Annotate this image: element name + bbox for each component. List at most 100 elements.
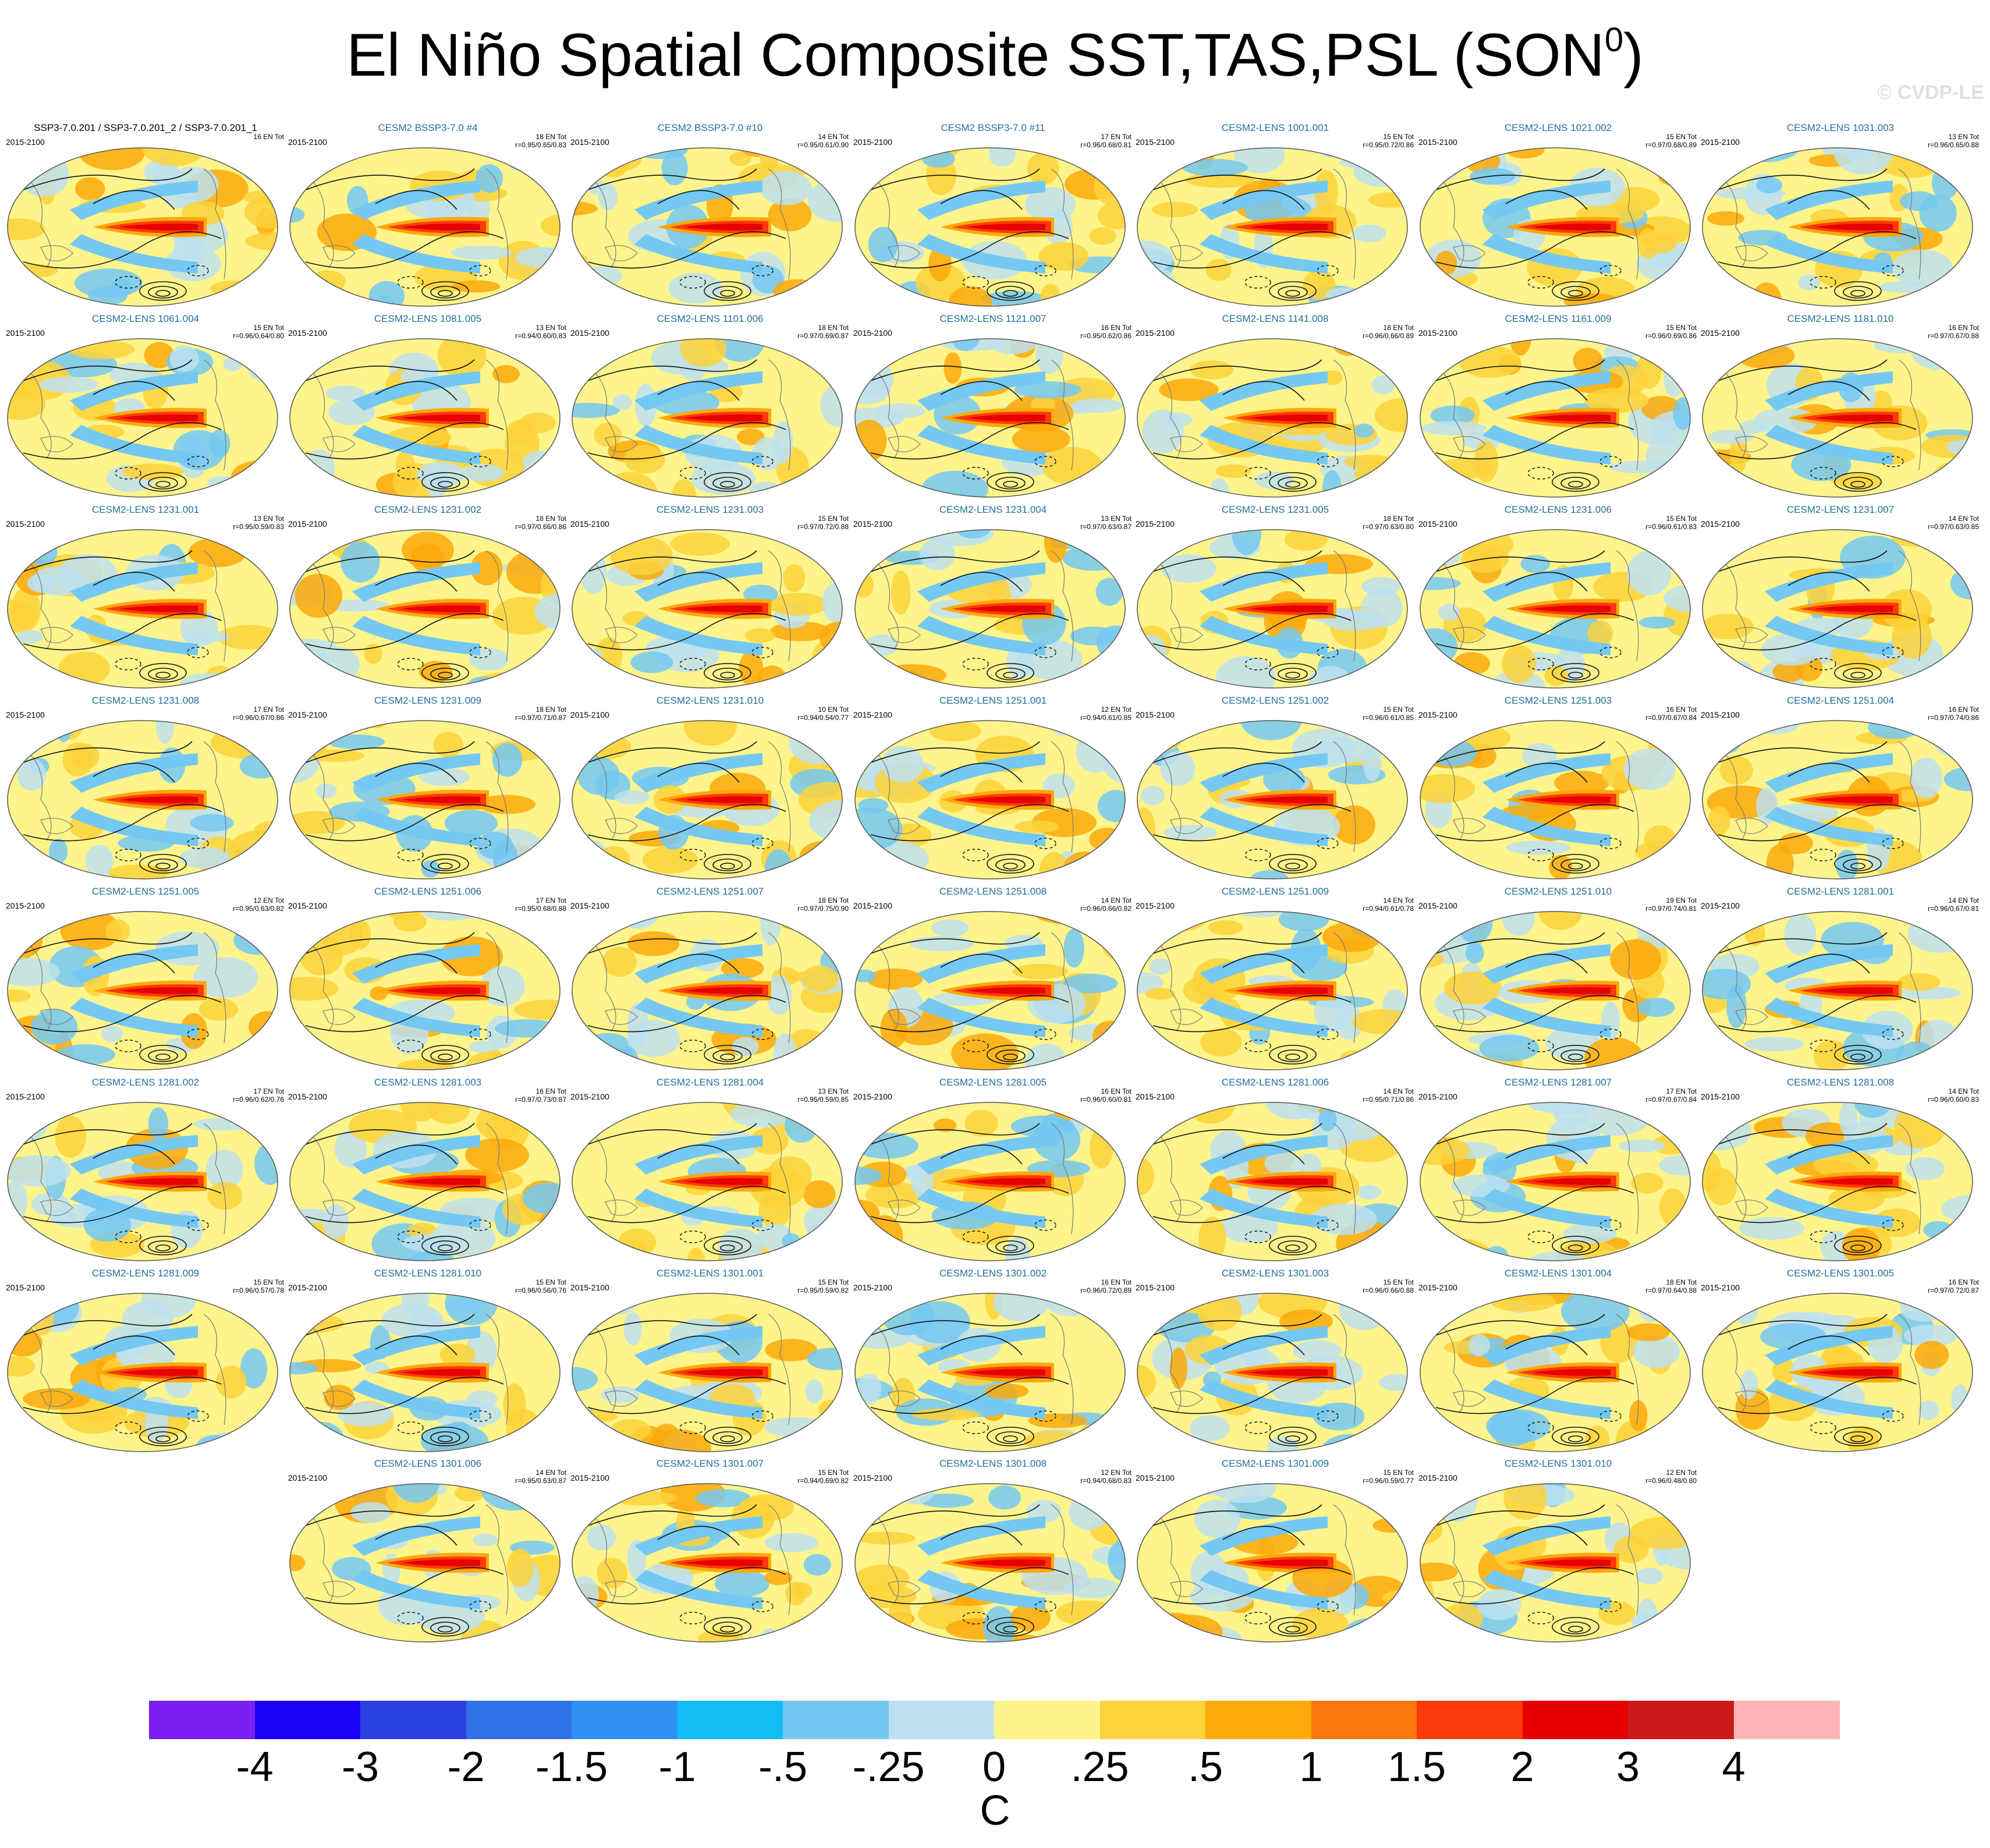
event-total: 18 EN Tot xyxy=(535,705,566,714)
panel-event-count: 15 EN Tot r=0.96/0.64/0.80 xyxy=(233,324,284,340)
panel-title: CESM2-LENS 1141.008 xyxy=(1222,313,1329,324)
colorbar-swatch xyxy=(1417,1701,1523,1739)
pattern-correlation: r=0.97/0.73/0.87 xyxy=(515,1095,566,1104)
pattern-correlation: r=0.95/0.72/0.86 xyxy=(1363,141,1414,149)
composite-map xyxy=(1420,529,1691,689)
panel-period: 2015-2100 xyxy=(1136,901,1175,910)
composite-map xyxy=(1420,1102,1691,1261)
composite-map xyxy=(854,1483,1126,1643)
map-panel: CESM2-LENS 1141.008 2015-2100 18 EN Tot r=0… xyxy=(1136,313,1415,505)
colorbar-swatch xyxy=(572,1701,677,1739)
panel-title: CESM2-LENS 1251.006 xyxy=(374,886,482,897)
panel-period: 2015-2100 xyxy=(6,710,45,719)
panel-title: CESM2-LENS 1301.006 xyxy=(374,1458,482,1469)
panel-title: CESM2-LENS 1281.010 xyxy=(374,1268,482,1279)
event-total: 14 EN Tot xyxy=(1383,896,1414,905)
map-panel: CESM2-LENS 1301.006 2015-2100 14 EN Tot r=0… xyxy=(288,1458,567,1650)
panel-period: 2015-2100 xyxy=(288,1283,327,1292)
panel-title: CESM2-LENS 1281.007 xyxy=(1504,1077,1612,1088)
panel-title: CESM2-LENS 1231.004 xyxy=(939,504,1047,515)
pattern-correlation: r=0.96/0.60/0.81 xyxy=(1080,1095,1131,1104)
panel-title: CESM2-LENS 1301.003 xyxy=(1221,1268,1329,1279)
panel-event-count: 16 EN Tot r=0.97/0.72/0.87 xyxy=(1928,1278,1979,1294)
map-panel: CESM2-LENS 1251.010 2015-2100 19 EN Tot r=0… xyxy=(1418,886,1698,1078)
map-panel: CESM2-LENS 1231.003 2015-2100 15 EN Tot r=0… xyxy=(570,504,850,696)
panel-period: 2015-2100 xyxy=(288,137,327,147)
panel-event-count: 15 EN Tot r=0.96/0.61/0.85 xyxy=(1363,705,1414,722)
event-total: 18 EN Tot xyxy=(535,133,566,141)
map-panel: CESM2-LENS 1301.003 2015-2100 15 EN Tot r=0… xyxy=(1136,1268,1415,1460)
event-total: 15 EN Tot xyxy=(1666,324,1697,332)
colorbar-tick-label: -.5 xyxy=(758,1744,808,1790)
map-panel: CESM2-LENS 1251.007 2015-2100 18 EN Tot r=0… xyxy=(570,886,850,1078)
panel-title: CESM2 BSSP3-7.0 #10 xyxy=(657,122,763,133)
panel-period: 2015-2100 xyxy=(288,1473,327,1482)
map-panel: CESM2-LENS 1121.007 2015-2100 16 EN Tot r=0… xyxy=(853,313,1133,505)
event-total: 15 EN Tot xyxy=(1666,515,1697,523)
panel-period: 2015-2100 xyxy=(1136,137,1175,147)
event-total: 14 EN Tot xyxy=(1948,896,1979,905)
composite-map xyxy=(572,529,843,689)
composite-map xyxy=(572,338,843,498)
pattern-correlation: r=0.96/0.60/0.83 xyxy=(1928,1095,1979,1104)
colorbar-swatch xyxy=(360,1701,466,1739)
title-superscript: 0 xyxy=(1604,21,1624,59)
composite-map xyxy=(1420,338,1691,498)
panel-title: CESM2-LENS 1231.005 xyxy=(1221,504,1329,515)
composite-map xyxy=(1137,1293,1408,1452)
composite-map xyxy=(1137,720,1408,879)
title-end: ) xyxy=(1623,22,1644,89)
title-text: El Niño Spatial Composite SST,TAS,PSL (S… xyxy=(346,22,1605,89)
pattern-correlation: r=0.97/0.63/0.85 xyxy=(1928,523,1979,531)
panel-event-count: 15 EN Tot r=0.97/0.68/0.89 xyxy=(1645,133,1697,149)
map-panel: CESM2-LENS 1251.005 2015-2100 12 EN Tot r=0… xyxy=(6,886,285,1078)
panel-title: CESM2-LENS 1251.002 xyxy=(1221,695,1329,706)
event-total: 19 EN Tot xyxy=(1666,896,1697,905)
composite-map xyxy=(1137,911,1408,1070)
colorbar-swatch xyxy=(783,1701,889,1739)
composite-map xyxy=(854,720,1126,879)
colorbar-tick-label: -3 xyxy=(341,1744,379,1790)
panel-period: 2015-2100 xyxy=(288,901,327,910)
map-panel: CESM2-LENS 1251.002 2015-2100 15 EN Tot r=0… xyxy=(1136,695,1415,887)
colorbar-tick-label: 3 xyxy=(1616,1744,1640,1790)
panel-period: 2015-2100 xyxy=(853,519,892,528)
map-panel: CESM2-LENS 1251.008 2015-2100 14 EN Tot r=0… xyxy=(853,886,1133,1078)
map-panel: CESM2-LENS 1231.005 2015-2100 18 EN Tot r=0… xyxy=(1136,504,1415,696)
panel-title: CESM2-LENS 1301.004 xyxy=(1504,1268,1612,1279)
panel-period: 2015-2100 xyxy=(1418,1473,1457,1482)
pattern-correlation: r=0.97/0.67/0.84 xyxy=(1645,714,1697,722)
panel-title: CESM2-LENS 1281.008 xyxy=(1786,1077,1895,1088)
colorbar-tick-label: 2 xyxy=(1510,1744,1534,1790)
event-total: 14 EN Tot xyxy=(1101,896,1131,905)
panel-event-count: 14 EN Tot r=0.96/0.66/0.82 xyxy=(1080,896,1131,913)
panel-event-count: 14 EN Tot r=0.95/0.61/0.90 xyxy=(797,133,849,149)
composite-map xyxy=(7,529,278,689)
pattern-correlation: r=0.96/0.67/0.86 xyxy=(233,714,284,722)
panel-title: CESM2-LENS 1281.009 xyxy=(91,1268,200,1279)
colorbar-tick-label: -.25 xyxy=(852,1744,925,1790)
map-panel: CESM2-LENS 1181.010 2015-2100 16 EN Tot r=0… xyxy=(1701,313,1980,505)
panel-period: 2015-2100 xyxy=(853,1473,892,1482)
composite-map xyxy=(289,911,561,1070)
colorbar-tick-label: -1 xyxy=(658,1744,696,1790)
colorbar-swatch xyxy=(149,1701,255,1739)
panel-event-count: 15 EN Tot r=0.96/0.57/0.78 xyxy=(233,1278,284,1294)
colorbar-tick-label: 1 xyxy=(1299,1744,1323,1790)
panel-title: CESM2-LENS 1061.004 xyxy=(91,313,200,324)
panel-title: CESM2-LENS 1251.004 xyxy=(1786,695,1895,706)
panel-title: CESM2-LENS 1031.003 xyxy=(1786,122,1895,133)
map-panel: CESM2-LENS 1281.004 2015-2100 13 EN Tot r=0… xyxy=(570,1077,850,1269)
composite-map xyxy=(7,720,278,879)
event-total: 16 EN Tot xyxy=(1666,705,1697,714)
panel-title: CESM2-LENS 1301.009 xyxy=(1221,1458,1329,1469)
figure-title: El Niño Spatial Composite SST,TAS,PSL (S… xyxy=(0,17,1990,93)
pattern-correlation: r=0.96/0.59/0.77 xyxy=(1363,1477,1414,1485)
event-total: 17 EN Tot xyxy=(253,1087,284,1095)
panel-event-count: 17 EN Tot r=0.96/0.67/0.86 xyxy=(233,705,284,722)
pattern-correlation: r=0.96/0.62/0.76 xyxy=(233,1095,284,1104)
event-total: 16 EN Tot xyxy=(1948,705,1979,714)
panel-title: CESM2-LENS 1301.001 xyxy=(656,1268,764,1279)
map-panel: CESM2-LENS 1301.005 2015-2100 16 EN Tot r=0… xyxy=(1701,1268,1980,1460)
map-panel: CESM2-LENS 1301.009 2015-2100 15 EN Tot r=0… xyxy=(1136,1458,1415,1650)
